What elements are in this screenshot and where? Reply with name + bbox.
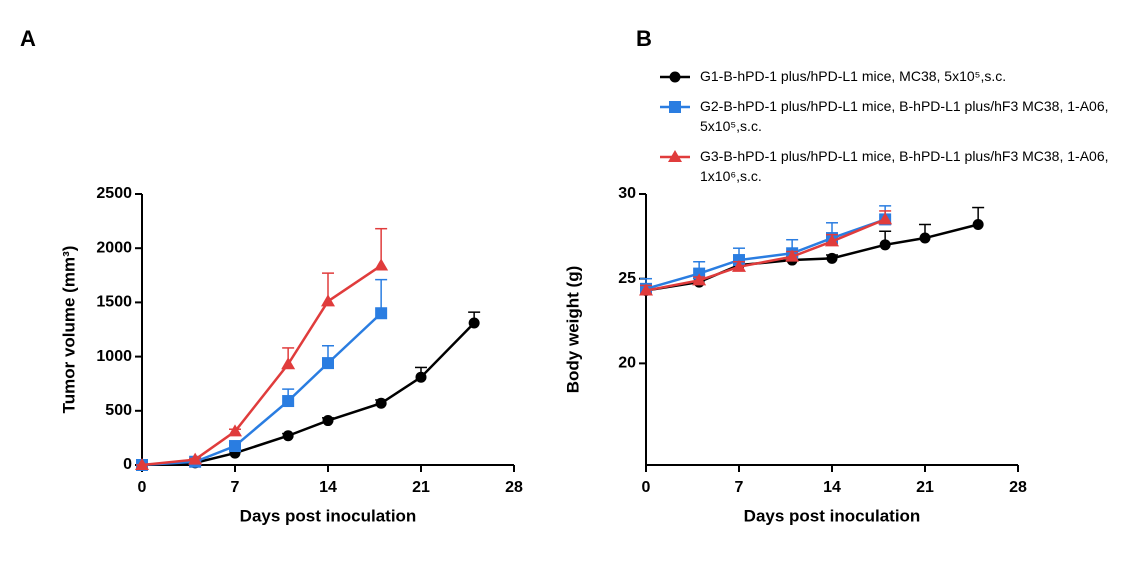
x-tick-label: 21 bbox=[412, 479, 430, 496]
marker bbox=[879, 239, 891, 251]
marker bbox=[282, 430, 294, 442]
marker bbox=[785, 249, 800, 262]
marker bbox=[669, 71, 681, 83]
marker bbox=[228, 424, 242, 437]
marker bbox=[878, 212, 893, 225]
marker bbox=[639, 283, 653, 296]
x-tick-label: 0 bbox=[138, 479, 147, 496]
panel-label: B bbox=[636, 26, 652, 51]
marker bbox=[415, 371, 427, 383]
marker bbox=[322, 357, 334, 370]
legend-line-text: 5x10⁵,s.c. bbox=[700, 118, 762, 134]
x-tick-label: 14 bbox=[319, 479, 337, 496]
panel-label: A bbox=[20, 26, 36, 51]
legend-line-text: G2-B-hPD-1 plus/hPD-L1 mice, B-hPD-L1 pl… bbox=[700, 98, 1109, 114]
series-line bbox=[141, 322, 476, 467]
x-tick-label: 28 bbox=[505, 479, 523, 496]
x-tick-label: 21 bbox=[916, 479, 934, 496]
x-tick-label: 0 bbox=[642, 479, 651, 496]
x-tick-label: 7 bbox=[231, 479, 240, 496]
y-tick-label: 1000 bbox=[96, 348, 132, 365]
x-tick-label: 28 bbox=[1009, 479, 1027, 496]
marker bbox=[668, 150, 682, 162]
legend-label: G3-B-hPD-1 plus/hPD-L1 mice, B-hPD-L1 pl… bbox=[700, 148, 1109, 184]
legend-label: G1-B-hPD-1 plus/hPD-L1 mice, MC38, 5x10⁵… bbox=[700, 68, 1006, 84]
series-line bbox=[645, 218, 886, 291]
marker bbox=[972, 218, 984, 230]
marker bbox=[732, 259, 746, 272]
series-line bbox=[645, 218, 886, 292]
marker bbox=[468, 317, 480, 329]
y-tick-label: 2000 bbox=[96, 239, 132, 256]
marker bbox=[135, 458, 149, 470]
marker bbox=[692, 273, 707, 286]
y-tick-label: 25 bbox=[618, 270, 636, 287]
y-axis-label: Body weight (g) bbox=[563, 266, 582, 393]
legend-label: G2-B-hPD-1 plus/hPD-L1 mice, B-hPD-L1 pl… bbox=[700, 98, 1109, 134]
x-tick-label: 7 bbox=[735, 479, 744, 496]
y-tick-label: 500 bbox=[105, 402, 132, 419]
y-tick-label: 30 bbox=[618, 185, 636, 202]
y-tick-label: 1500 bbox=[96, 294, 132, 311]
marker bbox=[229, 440, 241, 453]
marker bbox=[188, 452, 203, 465]
marker bbox=[374, 258, 389, 271]
legend-line-text: G3-B-hPD-1 plus/hPD-L1 mice, B-hPD-L1 pl… bbox=[700, 148, 1109, 164]
x-axis-label: Days post inoculation bbox=[744, 506, 921, 525]
marker bbox=[321, 294, 335, 307]
series-line bbox=[141, 264, 382, 467]
y-axis-label: Tumor volume (mm³) bbox=[59, 246, 78, 414]
marker bbox=[825, 234, 839, 247]
legend-line-text: G1-B-hPD-1 plus/hPD-L1 mice, MC38, 5x10⁵… bbox=[700, 68, 1006, 84]
x-tick-label: 14 bbox=[823, 479, 841, 496]
marker bbox=[322, 415, 334, 427]
marker bbox=[919, 232, 931, 244]
y-tick-label: 0 bbox=[123, 456, 132, 473]
marker bbox=[375, 397, 387, 409]
y-tick-label: 20 bbox=[618, 355, 636, 372]
marker bbox=[281, 357, 296, 370]
marker bbox=[282, 395, 295, 408]
y-tick-label: 2500 bbox=[96, 185, 132, 202]
marker bbox=[669, 101, 681, 113]
x-axis-label: Days post inoculation bbox=[240, 506, 417, 525]
legend-line-text: 1x10⁶,s.c. bbox=[700, 168, 762, 184]
series-line bbox=[141, 312, 382, 467]
marker bbox=[826, 252, 838, 264]
marker bbox=[375, 307, 388, 320]
